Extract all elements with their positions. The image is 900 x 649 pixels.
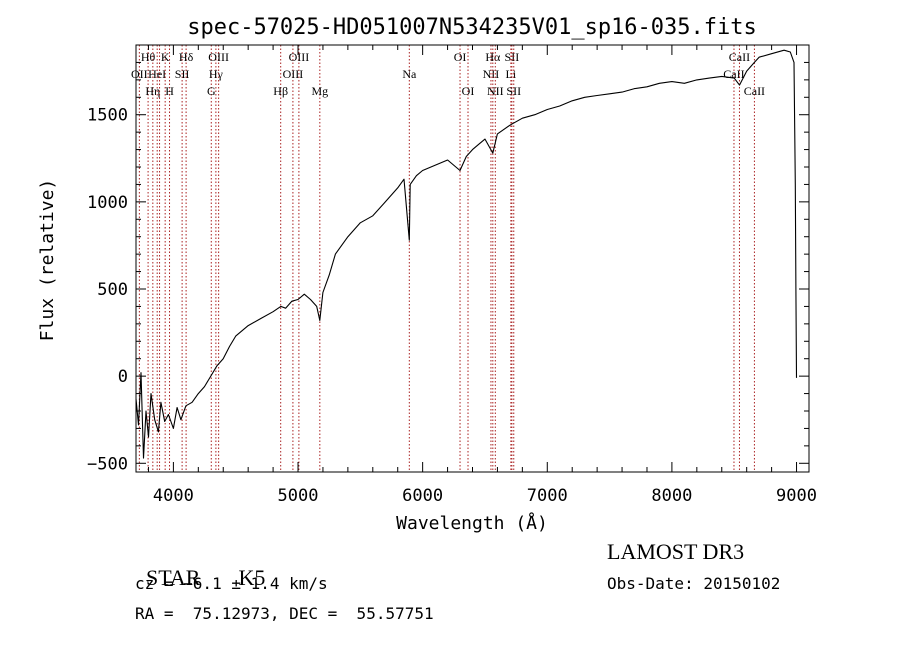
class-label: STAR (146, 565, 201, 590)
x-tick-label: 9000 (776, 486, 817, 506)
axis-ticks: 4000 5000 6000 7000 8000 9000 −500 0 500 1000 1500 (87, 45, 817, 506)
line-marker-label: Na (402, 67, 417, 81)
line-marker-label: NII (483, 67, 500, 81)
line-marker-label: OIII (289, 50, 310, 64)
y-tick-label: −500 (87, 454, 128, 474)
line-marker-label: Li (506, 67, 517, 81)
spectrum-series (135, 49, 798, 459)
line-marker-label: Hα (485, 50, 501, 64)
line-marker-label: G (207, 84, 216, 98)
line-marker-label: Hθ (141, 50, 156, 64)
x-tick-label: 6000 (402, 486, 443, 506)
coordinates-text: RA = 75.12973, DEC = 55.57751 (135, 604, 434, 623)
line-marker-label: K (161, 50, 170, 64)
y-tick-label: 1000 (87, 193, 128, 213)
plot-axes (135, 44, 810, 473)
line-marker-label: HeI (148, 67, 166, 81)
redshift-text: cz = −6.1 ± 1.4 km/s (135, 574, 328, 593)
line-marker-label: Hγ (209, 67, 224, 81)
survey-label: LAMOST DR3 (607, 539, 745, 564)
line-marker-label: Mg (311, 84, 328, 98)
line-marker-label: OII (131, 67, 148, 81)
line-marker-label: Hη (145, 84, 160, 98)
chart-title: spec-57025-HD051007N534235V01_sp16-035.f… (187, 15, 757, 40)
y-axis-label: Flux (relative) (37, 179, 58, 342)
line-marker-label: CaII (723, 67, 744, 81)
plot-frame (135, 44, 810, 473)
x-axis-label: Wavelength (Å) (396, 512, 548, 534)
line-marker-label: Hδ (179, 50, 194, 64)
line-marker-label: SII (175, 67, 190, 81)
spectrum-line-0 (135, 49, 798, 459)
y-tick-label: 0 (118, 367, 128, 387)
x-tick-label: 8000 (651, 486, 692, 506)
y-tick-label: 500 (97, 280, 128, 300)
subclass-label: K5 (238, 565, 266, 590)
obs-date-text: Obs-Date: 20150102 (607, 574, 781, 593)
line-markers: HθOIIHηHeIKHSIIHδGHγOIIIHβOIIIOIIIMgNaOI… (131, 45, 765, 472)
x-tick-label: 7000 (527, 486, 568, 506)
line-marker-label: OI (462, 84, 475, 98)
line-marker-label: Hβ (273, 84, 288, 98)
line-marker-label: OIII (283, 67, 304, 81)
line-marker-label: NII (487, 84, 504, 98)
line-marker-label: CaII (744, 84, 765, 98)
x-tick-label: 4000 (153, 486, 194, 506)
line-marker-label: CaII (729, 50, 750, 64)
y-tick-label: 1500 (87, 106, 128, 126)
object-class: STAR K5 (135, 539, 265, 591)
line-marker-label: OIII (208, 50, 229, 64)
line-marker-label: H (165, 84, 174, 98)
line-marker-label: OI (454, 50, 467, 64)
line-marker-label: SII (505, 50, 520, 64)
line-marker-label: SII (506, 84, 521, 98)
x-tick-label: 5000 (278, 486, 319, 506)
